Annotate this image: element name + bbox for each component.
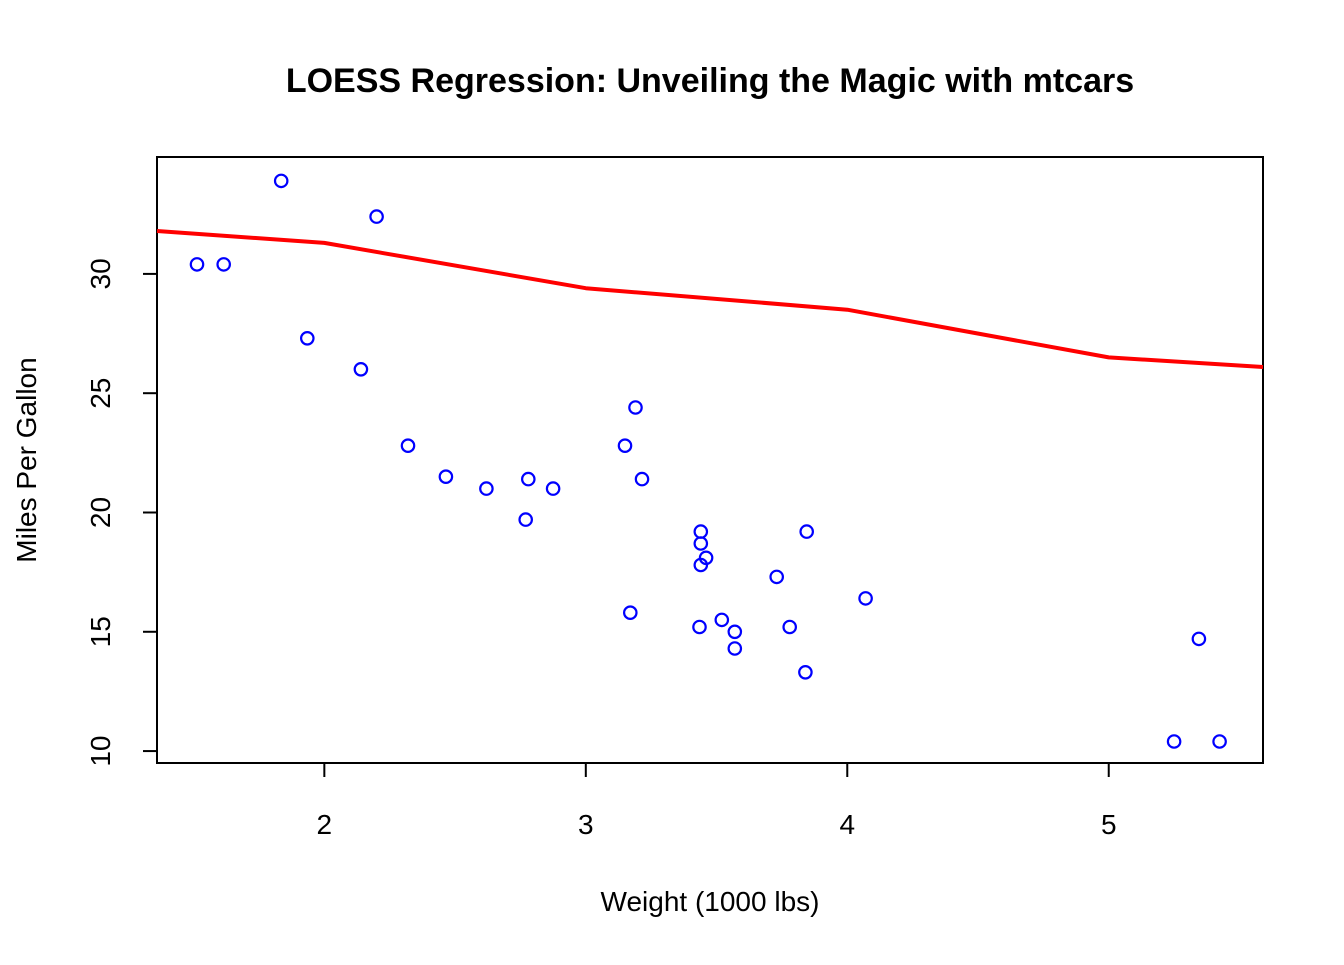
plot-frame xyxy=(156,156,1264,764)
scatter-series xyxy=(189,173,1227,749)
data-point xyxy=(693,524,709,539)
data-point xyxy=(520,471,536,487)
y-tick-label: 25 xyxy=(85,378,116,409)
data-point xyxy=(400,438,416,453)
data-point xyxy=(545,481,561,496)
data-point xyxy=(299,330,315,346)
y-axis-label: Miles Per Gallon xyxy=(11,357,42,562)
x-axis: 2 3 4 5 xyxy=(317,762,1117,840)
data-point xyxy=(438,469,454,484)
data-point xyxy=(714,612,730,628)
loess-line xyxy=(156,229,1264,369)
data-point xyxy=(617,438,633,453)
data-point xyxy=(769,569,784,585)
x-axis-label: Weight (1000 lbs) xyxy=(601,886,820,917)
data-point xyxy=(693,557,709,573)
data-point xyxy=(369,209,384,224)
data-point xyxy=(692,619,707,635)
data-point xyxy=(628,400,643,415)
data-point xyxy=(693,536,709,551)
data-point xyxy=(273,173,289,189)
y-axis: 10 15 20 25 30 xyxy=(85,258,158,767)
data-point xyxy=(727,641,743,656)
data-point xyxy=(353,361,369,377)
data-point xyxy=(799,524,814,539)
x-tick-label: 3 xyxy=(578,809,594,840)
y-tick-label: 30 xyxy=(85,258,116,289)
x-tick-label: 4 xyxy=(839,809,855,840)
loess-line-series xyxy=(156,229,1264,369)
data-point xyxy=(727,624,743,640)
data-point xyxy=(858,591,873,606)
data-point xyxy=(1191,631,1207,647)
data-point xyxy=(1166,734,1182,749)
data-point xyxy=(518,512,533,527)
data-point xyxy=(622,605,638,620)
data-point xyxy=(782,619,797,635)
data-point xyxy=(798,664,813,680)
x-tick-label: 2 xyxy=(317,809,333,840)
data-point xyxy=(1212,734,1227,749)
chart-title: LOESS Regression: Unveiling the Magic wi… xyxy=(286,62,1134,100)
data-point xyxy=(189,257,205,272)
y-tick-label: 15 xyxy=(85,616,116,647)
y-tick-label: 10 xyxy=(85,735,116,766)
data-point xyxy=(479,481,494,496)
x-tick-label: 5 xyxy=(1101,809,1117,840)
data-point xyxy=(634,471,650,487)
data-point xyxy=(216,257,231,272)
y-tick-label: 20 xyxy=(85,497,116,528)
